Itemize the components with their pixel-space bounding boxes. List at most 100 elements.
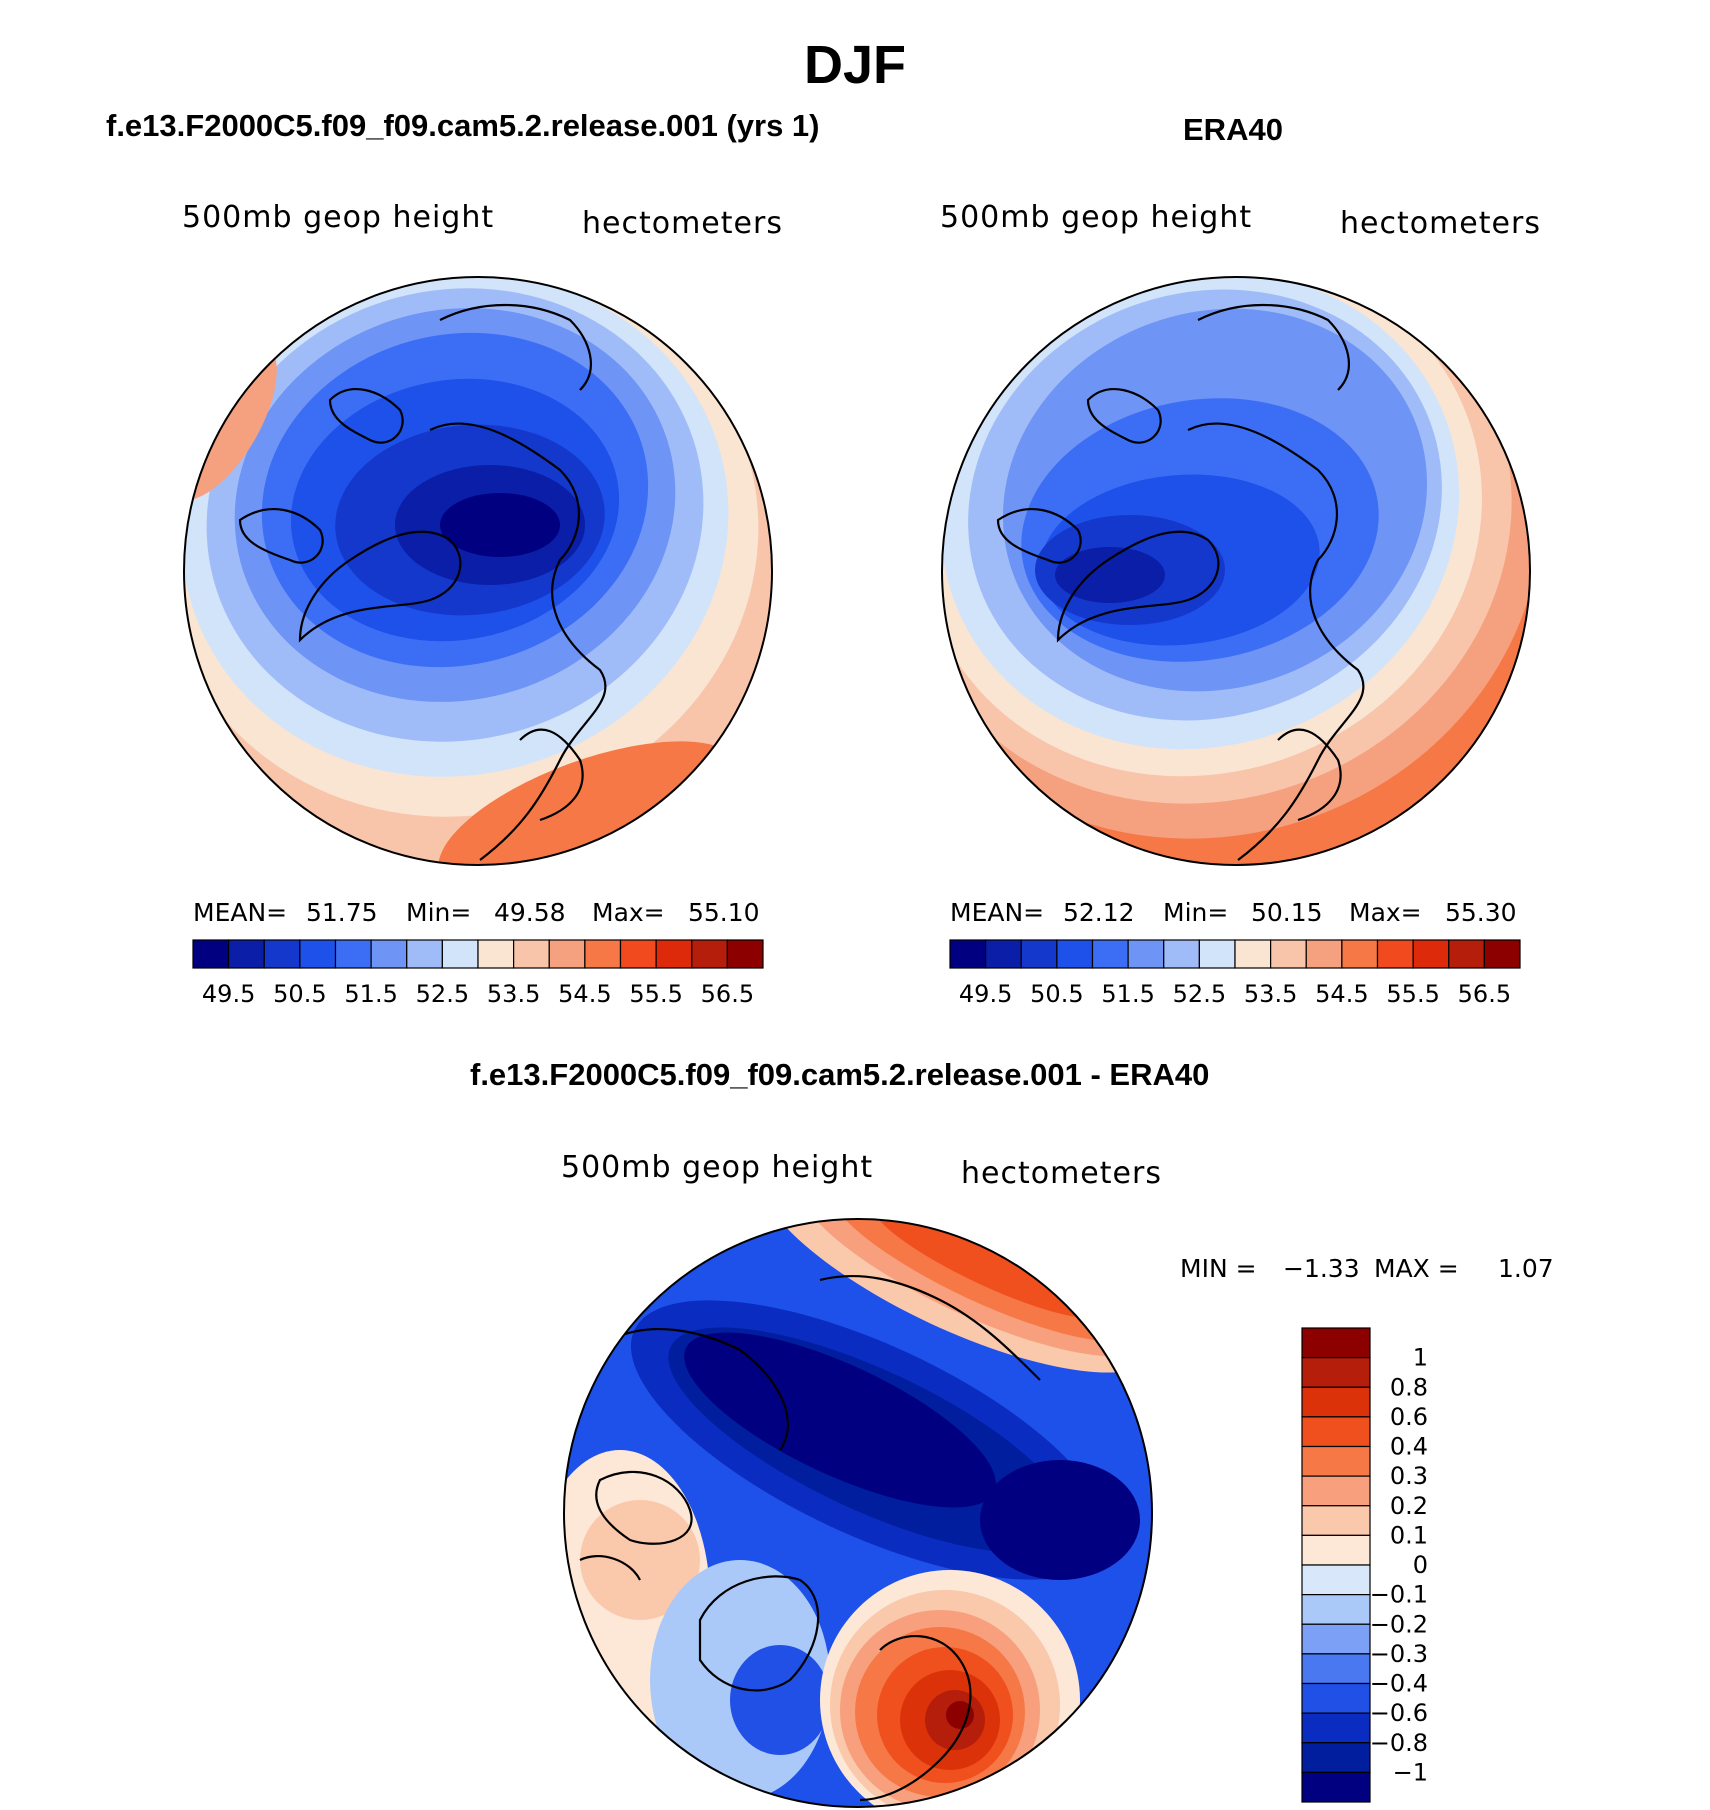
left-mean-value: 51.75: [306, 898, 378, 927]
colorbar-swatch: [334, 939, 372, 969]
left-min-label: Min=: [406, 898, 472, 927]
left-units-label: hectometers: [582, 206, 783, 241]
colorbar-swatch: [726, 939, 764, 969]
right-max-value: 55.30: [1445, 898, 1517, 927]
right-mean-value: 52.12: [1063, 898, 1135, 927]
colorbar-tick-label: −1: [1393, 1758, 1428, 1786]
right-max-label: Max=: [1349, 898, 1422, 927]
colorbar-tick-label: −0.6: [1370, 1699, 1428, 1727]
coastlines-era40: [996, 303, 1365, 861]
colorbar-swatch: [513, 939, 550, 969]
colorbar-difference: 10.80.60.40.30.20.10−0.1−0.2−0.3−0.4−0.6…: [1301, 1327, 1428, 1803]
colorbar-tick-label: −0.1: [1370, 1581, 1428, 1609]
left-max-label: Max=: [592, 898, 665, 927]
colorbar-swatch: [1301, 1445, 1371, 1477]
colorbar-tick-label: 56.5: [701, 980, 754, 1008]
colorbar-tick-label: −0.3: [1370, 1640, 1428, 1668]
colorbar-swatch: [1341, 939, 1379, 969]
map-model-border: [183, 276, 773, 866]
map-era40-border: [941, 276, 1531, 866]
colorbar-swatch: [1020, 939, 1058, 969]
map-era40: [942, 277, 1530, 865]
colorbar-tick-label: 53.5: [487, 980, 540, 1008]
colorbar-swatch: [1301, 1475, 1371, 1507]
colorbar-swatch: [1301, 1327, 1371, 1359]
colorbar-tick-label: 0.4: [1390, 1433, 1428, 1461]
colorbar-tick-label: 53.5: [1244, 980, 1297, 1008]
colorbar-swatch: [477, 939, 515, 969]
colorbar-tick-label: 1: [1413, 1344, 1428, 1372]
colorbar-swatch: [949, 939, 987, 969]
left-max-value: 55.10: [688, 898, 760, 927]
colorbar-tick-label: 54.5: [558, 980, 611, 1008]
panel-right-title: ERA40: [1183, 112, 1283, 147]
colorbar-swatch: [441, 939, 479, 969]
right-mean-label: MEAN=: [950, 898, 1045, 927]
colorbar-swatch: [1234, 939, 1272, 969]
colorbar-swatch: [1056, 939, 1094, 969]
diff-max-label: MAX =: [1374, 1254, 1459, 1283]
colorbar-tick-label: 52.5: [1173, 980, 1226, 1008]
colorbar-swatch: [1163, 939, 1200, 969]
colorbar-model: 49.5 50.5 51.5 52.5 53.5 54.5 55.5 56.5: [192, 939, 764, 1008]
right-min-value: 50.15: [1251, 898, 1323, 927]
colorbar-swatch: [406, 939, 443, 969]
colorbar-swatch: [299, 939, 337, 969]
colorbar-swatch: [691, 939, 728, 969]
right-min-label: Min=: [1163, 898, 1229, 927]
diff-min-label: MIN =: [1180, 1254, 1257, 1283]
colorbar-tick-label: 52.5: [416, 980, 469, 1008]
colorbar-swatch: [1091, 939, 1129, 969]
colorbar-swatch: [1301, 1742, 1371, 1773]
colorbar-swatch: [263, 939, 301, 969]
colorbar-swatch: [1483, 939, 1521, 969]
bottom-variable-label: 500mb geop height: [561, 1150, 874, 1185]
colorbar-swatch: [619, 939, 657, 969]
left-mean-label: MEAN=: [193, 898, 288, 927]
colorbar-swatch: [1301, 1564, 1371, 1596]
colorbar-swatch: [1198, 939, 1236, 969]
right-variable-label: 500mb geop height: [940, 200, 1253, 235]
colorbar-swatch: [1301, 1594, 1371, 1625]
colorbar-swatch: [370, 939, 408, 969]
map-difference-border: [563, 1218, 1153, 1808]
colorbar-tick-label: 49.5: [959, 980, 1012, 1008]
colorbar-tick-label: 0.6: [1390, 1403, 1428, 1431]
colorbar-swatch: [192, 939, 230, 969]
coastlines-model: [238, 303, 607, 861]
colorbar-era40: 49.5 50.5 51.5 52.5 53.5 54.5 55.5 56.5: [949, 939, 1521, 1008]
colorbar-tick-label: 55.5: [629, 980, 682, 1008]
colorbar-swatch: [1301, 1534, 1371, 1566]
colorbar-tick-label: −0.2: [1370, 1610, 1428, 1638]
map-difference: [564, 1219, 1152, 1807]
colorbar-tick-label: 0.1: [1390, 1521, 1428, 1549]
colorbar-swatch: [1301, 1623, 1371, 1655]
colorbar-swatch: [985, 939, 1022, 969]
figure-title: DJF: [803, 35, 906, 95]
colorbar-tick-label: 51.5: [1101, 980, 1154, 1008]
colorbar-swatch: [1301, 1386, 1371, 1418]
left-variable-label: 500mb geop height: [182, 200, 495, 235]
panel-bottom-title: f.e13.F2000C5.f09_f09.cam5.2.release.001…: [470, 1057, 1210, 1092]
colorbar-swatch: [1301, 1416, 1371, 1448]
right-units-label: hectometers: [1340, 206, 1541, 241]
map-model: [184, 277, 772, 865]
colorbar-swatch: [1301, 1712, 1371, 1744]
colorbar-swatch: [1448, 939, 1485, 969]
colorbar-swatch: [1301, 1653, 1371, 1685]
diff-min-value: −1.33: [1283, 1254, 1360, 1283]
colorbar-swatch: [1301, 1771, 1371, 1803]
colorbar-swatch: [1305, 939, 1343, 969]
colorbar-swatch: [228, 939, 265, 969]
colorbar-swatch: [1301, 1682, 1371, 1714]
colorbar-swatch: [655, 939, 693, 969]
colorbar-tick-label: 49.5: [202, 980, 255, 1008]
coastlines-difference: [579, 1274, 1041, 1802]
colorbar-swatch: [1301, 1505, 1371, 1536]
colorbar-swatch: [1301, 1357, 1371, 1388]
colorbar-swatch: [1127, 939, 1165, 969]
colorbar-tick-label: 0.2: [1390, 1492, 1428, 1520]
diff-max-value: 1.07: [1498, 1254, 1554, 1283]
colorbar-tick-label: 0.8: [1390, 1373, 1428, 1401]
colorbar-tick-label: −0.4: [1370, 1670, 1428, 1698]
